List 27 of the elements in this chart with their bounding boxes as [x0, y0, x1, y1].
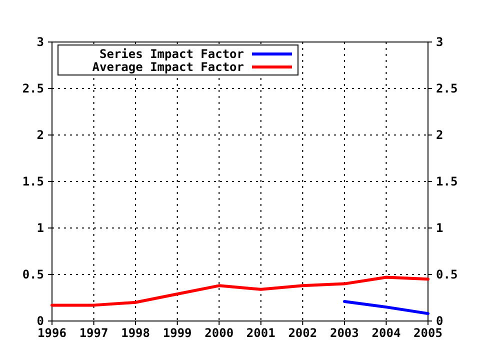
x-tick-label: 2002: [288, 326, 318, 340]
y-tick-label: 0.5: [22, 268, 44, 282]
y-tick-label: 1.5: [22, 174, 44, 188]
x-tick-label: 1996: [38, 326, 66, 340]
x-tick-label: 1999: [162, 326, 192, 340]
y2-tick-label: 3: [436, 35, 444, 49]
x-tick-label: 1998: [121, 326, 150, 340]
x-tick-label: 2000: [204, 326, 234, 340]
x-tick-label: 1997: [79, 326, 108, 340]
x-tick-label: 2004: [372, 326, 401, 340]
y2-tick-label: 0.5: [436, 268, 458, 282]
y-tick-label: 2: [36, 128, 44, 142]
legend-label: Series Impact Factor: [100, 47, 244, 61]
y2-tick-label: 2: [436, 128, 444, 142]
y2-tick-label: 2.5: [436, 82, 458, 96]
y-tick-label: 2.5: [22, 82, 44, 96]
line-series: [50, 276, 430, 307]
y2-tick-label: 1.5: [436, 174, 458, 188]
y-tick-label: 0: [36, 314, 44, 328]
x-tick-label: 2003: [330, 326, 359, 340]
x-tick-label: 2001: [246, 326, 276, 340]
x-tick-label: 2005: [414, 326, 442, 340]
y2-tick-label: 1: [436, 221, 444, 235]
y2-tick-label: 0: [436, 314, 444, 328]
y-tick-label: 3: [36, 35, 44, 49]
legend-label: Average Impact Factor: [92, 60, 244, 74]
y-tick-label: 1: [36, 221, 44, 235]
